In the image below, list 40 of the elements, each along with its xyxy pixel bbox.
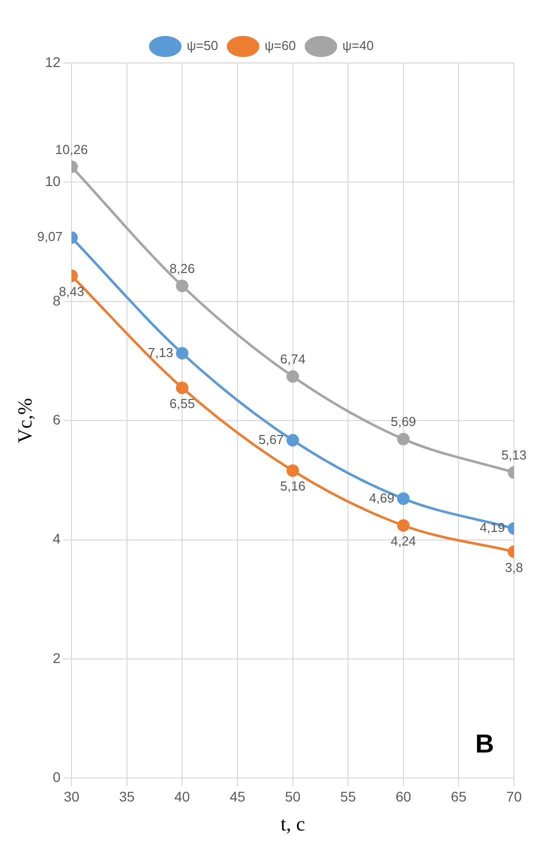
data-label: 9,07 xyxy=(37,229,63,244)
y-tick-label: 0 xyxy=(52,769,61,786)
data-label: 8,43 xyxy=(58,284,84,299)
y-tick-label: 12 xyxy=(44,54,61,70)
x-tick-label: 40 xyxy=(174,788,190,804)
x-axis-title: t, c xyxy=(280,813,306,836)
y-axis-title: Vc,% xyxy=(14,398,36,444)
data-label: 8,26 xyxy=(170,260,195,276)
x-tick-label: 30 xyxy=(64,788,80,804)
data-label: 6,55 xyxy=(170,396,195,411)
x-tick-label: 45 xyxy=(230,788,246,804)
annotation: В xyxy=(475,728,494,758)
y-tick-label: 2 xyxy=(52,650,61,666)
data-label: 5,13 xyxy=(501,448,527,463)
x-tick-label: 70 xyxy=(506,788,522,804)
y-tick-label: 4 xyxy=(52,530,61,547)
x-tick-label: 55 xyxy=(340,788,356,804)
data-label: 3,8 xyxy=(504,560,524,575)
point xyxy=(286,434,300,447)
data-label: 4,24 xyxy=(390,534,416,549)
x-tick-label: 65 xyxy=(450,788,467,804)
data-label: 5,67 xyxy=(258,432,284,447)
legend-label: ψ=40 xyxy=(342,38,374,54)
data-label: 4,19 xyxy=(480,520,505,536)
data-label: 6,74 xyxy=(280,352,306,367)
y-tick-label: 10 xyxy=(44,173,61,190)
point xyxy=(286,464,300,477)
y-tick-label: 6 xyxy=(52,411,61,428)
legend-label: ψ=60 xyxy=(264,38,296,54)
data-label: 5,69 xyxy=(390,414,416,430)
x-tick-label: 50 xyxy=(284,788,301,804)
legend-label: ψ=50 xyxy=(186,38,218,54)
point xyxy=(286,370,300,383)
data-label: 5,16 xyxy=(280,478,306,494)
data-label: 7,13 xyxy=(148,344,174,360)
x-tick-label: 60 xyxy=(396,788,412,804)
data-label: 4,69 xyxy=(369,490,394,506)
x-tick-label: 35 xyxy=(119,788,135,804)
y-tick-label: 8 xyxy=(52,292,61,308)
data-label: 10,26 xyxy=(55,142,88,157)
